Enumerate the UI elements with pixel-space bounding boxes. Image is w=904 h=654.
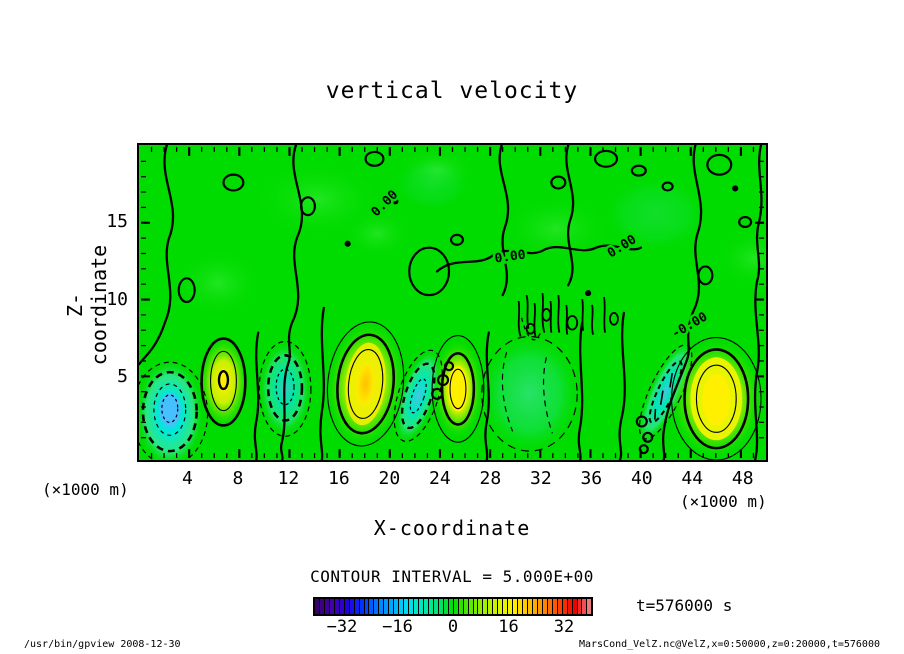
colorbar-cell [419,599,424,614]
colorbar-cell [399,599,405,614]
colorbar-cell [443,599,449,614]
x-unit-left: (×1000 m) [42,480,129,499]
x-tick-label: 24 [429,468,451,489]
colorbar-cell [364,599,370,614]
colorbar-cell [414,599,420,614]
colorbar-cell [324,599,330,614]
colorbar-cell [384,599,390,614]
colorbar-cell [488,599,494,614]
x-tick-label: 4 [182,468,193,489]
colorbar-cell [478,599,484,614]
colorbar-cell [374,599,380,614]
colorbar-cell [463,599,469,614]
y-tick-label: 10 [106,288,128,310]
x-tick-label: 16 [328,468,350,489]
colorbar-tick-label: 0 [447,617,459,637]
colorbar-cell [567,599,573,614]
colorbar-cell [513,599,519,614]
colorbar-tick-label: 32 [553,617,575,637]
colorbar-cell [409,599,415,614]
colorbar-cell [527,599,533,614]
colorbar-cell [552,599,558,614]
program-credit: /usr/bin/gpview 2008-12-30 [24,639,181,650]
x-unit-right: (×1000 m) [680,492,767,511]
dense-contour-cluster [517,292,619,337]
colorbar-cell [458,599,464,614]
colorbar-cell [582,599,588,614]
plot-title: vertical velocity [325,78,579,104]
x-tick-label: 28 [479,468,502,489]
colorbar [313,597,593,616]
colorbar-cell [453,599,459,614]
colorbar-cell [532,599,538,614]
x-tick-label: 20 [378,468,401,489]
colorbar-cell [379,599,385,614]
colorbar-cell [518,599,524,614]
x-tick-label: 44 [681,468,704,489]
axis-tick-marks [140,146,765,459]
colorbar-cell [329,599,335,614]
x-axis-label: X-coordinate [373,516,531,540]
updraft-contour-rings [200,321,762,460]
field-tone-patches [173,145,766,318]
colorbar-cell [315,599,320,614]
zero-contour-lines [139,145,763,460]
colorbar-cell [433,599,439,614]
colorbar-cell [508,599,514,614]
colorbar-cell [468,599,474,614]
y-tick-label: 15 [106,210,128,232]
colorbar-cell [483,599,489,614]
contour-field: 0.000.00 0.00-0.00 [139,145,766,460]
colorbar-cell [404,599,410,614]
colorbar-cell [334,599,340,614]
colorbar-cell [587,599,592,614]
colorbar-cell [577,599,583,614]
contour-plot: 0.00 0.00 0.00 -0.00 [137,143,768,462]
colorbar-cell [354,599,360,614]
colorbar-cell [369,599,375,614]
colorbar-cell [389,599,395,614]
colorbar-cell [423,599,429,614]
colorbar-cell [394,599,400,614]
x-tick-label: 8 [232,468,244,489]
data-source-text: MarsCond_VelZ.nc@VelZ,x=0:50000,z=0:2000… [578,639,880,650]
x-tick-label: 36 [580,468,603,489]
colorbar-cell [498,599,504,614]
colorbar-cell [473,599,479,614]
colorbar-cell [557,599,563,614]
colorbar-cell [339,599,345,614]
colorbar-cell [503,599,509,614]
colorbar-tick-label: −32 [326,617,358,637]
colorbar-cell [319,599,325,614]
colorbar-cell [523,599,528,614]
colorbar-cell [537,599,543,614]
x-tick-label: 32 [529,468,552,489]
x-tick-label: 48 [731,468,754,489]
time-label: t=576000 s [636,596,733,615]
colorbar-tick-label: −16 [382,617,413,637]
x-tick-label: 40 [630,468,653,489]
colorbar-cell [349,599,355,614]
colorbar-cell [547,599,553,614]
contour-interval-text: CONTOUR INTERVAL = 5.000E+00 [310,567,594,586]
colorbar-cell [562,599,568,614]
colorbar-cell [448,599,454,614]
colorbar-cell [572,599,578,614]
colorbar-tick-labels: −32 −16 0 16 32 [313,617,593,639]
colorbar-cell [344,599,350,614]
y-tick-label: 5 [117,366,128,388]
colorbar-tick-label: 16 [498,617,519,637]
colorbar-cell [438,599,444,614]
x-tick-label: 12 [277,468,300,489]
colorbar-cell [359,599,365,614]
colorbar-cell [542,599,548,614]
colorbar-cell [493,599,499,614]
colorbar-cell [428,599,434,614]
